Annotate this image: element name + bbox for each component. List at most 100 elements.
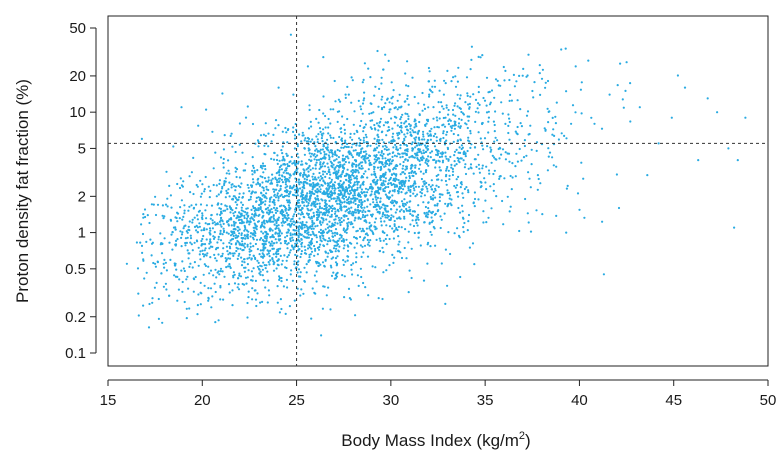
data-point — [360, 119, 363, 123]
data-point — [396, 132, 399, 135]
data-point — [255, 225, 258, 228]
data-point — [402, 160, 405, 164]
y-tick-label: 0.2 — [65, 309, 86, 326]
data-point — [277, 124, 280, 127]
data-point — [281, 174, 284, 177]
data-point — [152, 261, 155, 265]
data-point — [456, 139, 459, 142]
data-point — [260, 209, 264, 213]
data-point — [493, 156, 496, 159]
data-point — [335, 241, 338, 244]
data-point — [297, 228, 300, 231]
data-point — [274, 119, 278, 122]
data-point — [221, 270, 224, 273]
data-point — [295, 180, 298, 183]
data-point — [352, 123, 355, 126]
data-point — [453, 150, 457, 153]
data-point — [373, 221, 376, 224]
data-point — [351, 273, 354, 276]
data-point — [376, 196, 379, 199]
data-point — [303, 245, 306, 248]
data-point — [417, 185, 420, 188]
data-point — [487, 120, 490, 123]
data-point — [187, 287, 190, 290]
data-point — [321, 140, 324, 143]
data-point — [492, 172, 495, 176]
data-point — [259, 273, 262, 276]
data-point — [219, 232, 222, 235]
y-tick-label: 50 — [69, 20, 86, 37]
data-point — [218, 182, 221, 185]
data-point — [477, 91, 480, 94]
data-point — [217, 193, 220, 196]
data-point — [202, 234, 205, 238]
data-point — [514, 165, 517, 168]
data-point — [300, 238, 303, 241]
data-point — [293, 208, 297, 211]
data-point — [200, 192, 203, 195]
data-point — [417, 102, 420, 105]
data-point — [310, 152, 313, 155]
data-point — [389, 208, 393, 211]
data-point — [237, 235, 240, 238]
data-point — [393, 190, 396, 193]
data-point — [418, 150, 421, 153]
data-point — [231, 233, 234, 236]
data-point — [300, 245, 303, 248]
data-point — [264, 240, 267, 243]
data-point — [453, 164, 456, 167]
data-point — [259, 200, 262, 203]
data-point — [242, 210, 245, 213]
data-point — [363, 97, 366, 100]
data-point — [508, 117, 511, 120]
data-point — [238, 221, 242, 225]
data-point — [326, 138, 329, 141]
data-point — [381, 215, 384, 218]
data-point — [441, 159, 445, 162]
data-point — [245, 282, 248, 285]
data-point — [286, 217, 289, 220]
data-point — [413, 231, 416, 235]
data-point — [279, 210, 282, 213]
data-point — [363, 62, 366, 65]
data-point — [385, 159, 388, 163]
data-point — [408, 172, 411, 175]
data-point — [231, 252, 235, 255]
data-point — [509, 205, 512, 208]
data-point — [629, 120, 632, 123]
data-point — [392, 261, 395, 264]
data-point — [359, 124, 362, 127]
data-point — [307, 170, 310, 173]
data-point — [297, 206, 300, 209]
data-point — [354, 261, 358, 264]
data-point — [257, 196, 260, 199]
data-point — [176, 238, 179, 241]
data-point — [583, 216, 586, 219]
data-point — [464, 101, 467, 104]
data-point — [447, 169, 450, 172]
data-point — [248, 253, 251, 256]
data-point — [327, 154, 330, 157]
data-point — [244, 276, 248, 279]
data-point — [293, 263, 296, 266]
data-point — [430, 197, 433, 201]
data-point — [383, 183, 386, 186]
data-point — [377, 144, 381, 147]
data-point — [429, 133, 432, 136]
data-point — [374, 228, 377, 231]
data-point — [160, 272, 163, 275]
data-point — [316, 154, 319, 157]
data-point — [342, 197, 346, 200]
data-point — [255, 183, 258, 186]
data-point — [424, 144, 427, 147]
data-point — [385, 148, 388, 152]
data-point — [305, 212, 309, 215]
data-point — [289, 273, 292, 276]
data-point — [186, 275, 189, 278]
data-point — [200, 229, 203, 232]
data-point — [259, 203, 262, 206]
data-point — [382, 124, 385, 127]
data-point — [459, 94, 462, 97]
data-point — [440, 179, 443, 182]
data-point — [313, 291, 316, 294]
